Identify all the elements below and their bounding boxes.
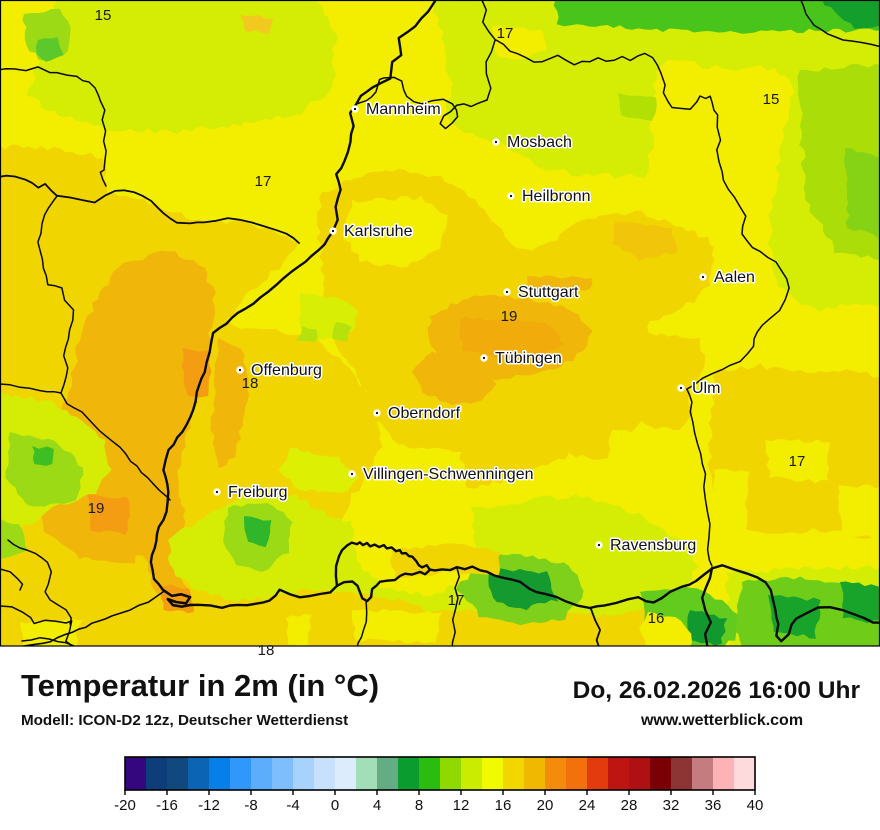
svg-text:Aalen: Aalen	[714, 269, 755, 286]
svg-text:Mosbach: Mosbach	[507, 134, 572, 151]
svg-text:15: 15	[95, 7, 112, 24]
svg-text:-4: -4	[286, 797, 299, 814]
svg-text:12: 12	[453, 797, 470, 814]
svg-text:Mannheim: Mannheim	[366, 101, 441, 118]
svg-text:Tübingen: Tübingen	[495, 350, 562, 367]
svg-text:32: 32	[663, 797, 680, 814]
svg-text:-20: -20	[114, 797, 136, 814]
svg-text:Ulm: Ulm	[692, 380, 720, 397]
svg-text:15: 15	[763, 91, 780, 108]
svg-text:Karlsruhe: Karlsruhe	[344, 223, 413, 240]
svg-text:Oberndorf: Oberndorf	[388, 405, 461, 422]
svg-text:Stuttgart: Stuttgart	[518, 284, 579, 301]
svg-text:Heilbronn: Heilbronn	[522, 188, 590, 205]
svg-text:4: 4	[373, 797, 381, 814]
svg-text:36: 36	[705, 797, 722, 814]
svg-text:www.wetterblick.com: www.wetterblick.com	[640, 712, 803, 729]
svg-text:Freiburg: Freiburg	[228, 484, 288, 501]
svg-text:28: 28	[621, 797, 638, 814]
svg-text:Villingen-Schwenningen: Villingen-Schwenningen	[363, 466, 534, 483]
svg-text:17: 17	[789, 453, 806, 470]
svg-text:18: 18	[258, 642, 275, 659]
svg-text:16: 16	[495, 797, 512, 814]
svg-text:19: 19	[88, 500, 105, 517]
svg-text:8: 8	[415, 797, 423, 814]
svg-text:17: 17	[255, 173, 272, 190]
svg-text:-12: -12	[198, 797, 220, 814]
svg-text:40: 40	[747, 797, 764, 814]
svg-text:Do, 26.02.2026 16:00 Uhr: Do, 26.02.2026 16:00 Uhr	[573, 677, 861, 704]
svg-text:Temperatur in 2m (in °C): Temperatur in 2m (in °C)	[21, 668, 379, 703]
svg-text:Offenburg: Offenburg	[251, 362, 322, 379]
svg-text:24: 24	[579, 797, 596, 814]
svg-text:Ravensburg: Ravensburg	[610, 537, 696, 554]
svg-text:-8: -8	[244, 797, 257, 814]
svg-text:16: 16	[648, 610, 665, 627]
svg-text:Modell: ICON-D2 12z, Deutscher: Modell: ICON-D2 12z, Deutscher Wetterdie…	[21, 712, 348, 729]
svg-text:19: 19	[501, 308, 518, 325]
svg-text:20: 20	[537, 797, 554, 814]
svg-text:18: 18	[242, 375, 259, 392]
svg-text:17: 17	[448, 592, 465, 609]
svg-text:0: 0	[331, 797, 339, 814]
svg-text:-16: -16	[156, 797, 178, 814]
svg-text:17: 17	[497, 25, 514, 42]
